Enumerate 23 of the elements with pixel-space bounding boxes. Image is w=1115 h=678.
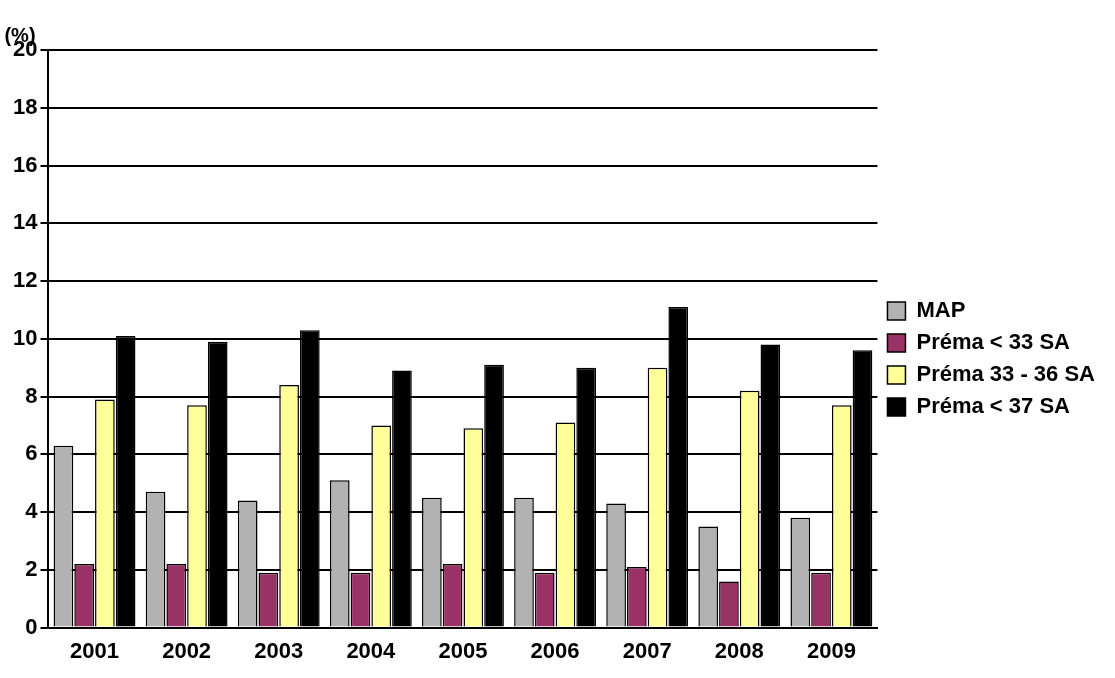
x-tick-label: 2009 [806,637,856,663]
y-tick-label: 0 [25,613,38,639]
y-tick-label: 18 [12,93,38,119]
x-tick-label: 2004 [346,637,397,663]
x-tick-label: 2007 [622,637,672,663]
legend-label: Préma < 33 SA [916,329,1071,355]
legend-label: Préma < 37 SA [916,393,1071,419]
y-tick-label: 14 [12,209,39,235]
y-tick-label: 8 [25,382,38,408]
x-tick-label: 2005 [438,637,488,663]
y-tick-label: 12 [12,267,38,293]
x-tick-label: 2003 [254,637,304,663]
y-tick-label: 4 [25,498,39,524]
x-tick-label: 2008 [714,637,764,663]
x-tick-label: 2006 [530,637,580,663]
y-tick-label: 16 [12,151,38,177]
y-tick-label: 10 [12,324,38,350]
legend-label: Préma 33 - 36 SA [916,361,1096,387]
legend-label: MAP [916,297,966,323]
x-tick-label: 2002 [162,637,212,663]
y-tick-label: 6 [25,440,38,466]
x-tick-label: 2001 [70,637,119,663]
y-tick-label: 2 [25,555,38,581]
